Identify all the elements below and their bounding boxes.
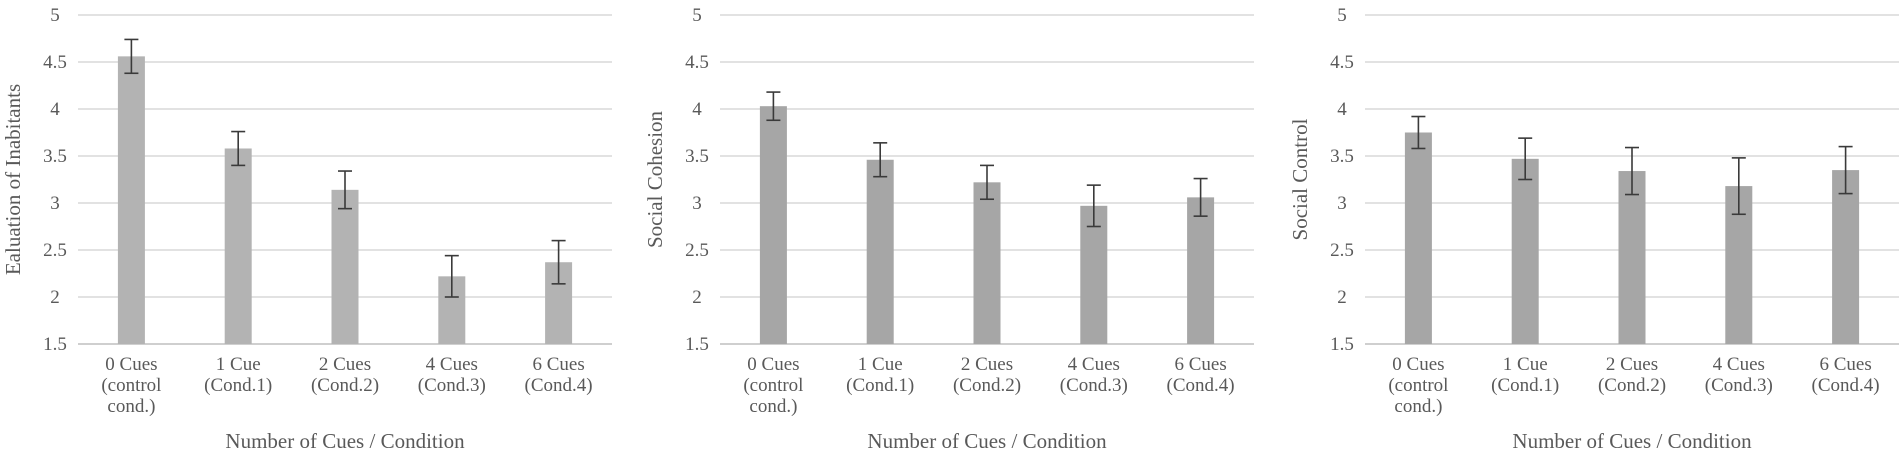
x-tick-label: 4 Cues (Cond.3) <box>1705 354 1773 396</box>
bar <box>1832 170 1860 344</box>
y-tick-label: 5 <box>1337 5 1347 26</box>
x-tick-label: 0 Cues (control cond.) <box>743 354 803 417</box>
x-axis-title: Number of Cues / Condition <box>867 429 1107 453</box>
x-tick-label: 2 Cues (Cond.2) <box>311 354 379 396</box>
error-bar <box>1838 145 1853 195</box>
chart-panel-1: 1.5 2 2.5 3 3.5 4 4.5 5 0 Cues (control cond.) 1 Cu… <box>1 5 612 453</box>
y-tick-label: 4.5 <box>43 52 67 73</box>
y-tick-label: 4 <box>50 99 60 120</box>
y-tick-label: 3.5 <box>1330 146 1354 167</box>
error-bar <box>980 164 994 201</box>
error-bar <box>1625 146 1639 196</box>
bar <box>1511 158 1539 344</box>
x-tick-label: 1 Cue (Cond.1) <box>204 354 272 396</box>
x-axis-title: Number of Cues / Condition <box>225 429 465 453</box>
y-tick-label: 2 <box>1337 287 1347 308</box>
x-tick-label: 2 Cues (Cond.2) <box>1598 354 1666 396</box>
bar <box>759 106 787 345</box>
chart-panel-2: 1.5 2 2.5 3 3.5 4 4.5 5 0 Cues (control cond.) 1 Cu… <box>643 5 1254 453</box>
error-bar <box>766 91 781 122</box>
error-bar <box>1193 177 1208 217</box>
error-bar <box>1518 137 1533 181</box>
x-tick-label: 1 Cue (Cond.1) <box>846 354 914 396</box>
y-tick-label: 3.5 <box>685 146 709 167</box>
y-tick-label: 3 <box>50 193 60 214</box>
error-bar <box>231 130 246 167</box>
y-tick-label: 5 <box>692 5 702 26</box>
error-bar <box>551 239 566 285</box>
y-axis-title: Social Control <box>1288 118 1312 240</box>
y-tick-label: 2 <box>50 287 60 308</box>
x-tick-label: 0 Cues (control cond.) <box>1388 354 1448 417</box>
bar <box>866 159 894 344</box>
error-bar <box>124 38 139 75</box>
bar <box>973 182 1001 344</box>
x-tick-label: 6 Cues (Cond.4) <box>1812 354 1880 396</box>
y-tick-label: 3 <box>1337 193 1347 214</box>
y-tick-label: 3 <box>692 193 702 214</box>
y-tick-label: 2.5 <box>43 240 67 261</box>
bar <box>224 148 252 344</box>
error-bar <box>873 142 888 178</box>
y-tick-label: 1.5 <box>685 334 709 355</box>
error-bar <box>1086 184 1101 228</box>
x-tick-label: 2 Cues (Cond.2) <box>953 354 1021 396</box>
x-tick-label: 1 Cue (Cond.1) <box>1491 354 1559 396</box>
y-tick-label: 4 <box>1337 99 1347 120</box>
error-bar <box>444 254 459 298</box>
error-bar <box>1411 115 1426 150</box>
bar <box>331 189 359 344</box>
y-tick-label: 1.5 <box>1330 334 1354 355</box>
bar <box>1404 132 1432 344</box>
y-tick-label: 2 <box>692 287 702 308</box>
chart-panel-3: 1.5 2 2.5 3 3.5 4 4.5 5 0 Cues (control cond.) 1 Cu… <box>1288 5 1899 453</box>
y-tick-label: 4.5 <box>1330 52 1354 73</box>
y-tick-label: 4 <box>692 99 702 120</box>
x-tick-label: 0 Cues (control cond.) <box>101 354 161 417</box>
bar <box>1187 197 1215 344</box>
x-tick-label: 6 Cues (Cond.4) <box>525 354 593 396</box>
y-tick-label: 1.5 <box>43 334 67 355</box>
y-tick-label: 4.5 <box>685 52 709 73</box>
y-tick-label: 5 <box>50 5 60 26</box>
error-bar <box>1731 157 1746 216</box>
bar <box>117 56 145 345</box>
x-tick-label: 4 Cues (Cond.3) <box>1060 354 1128 396</box>
y-axis-title: Ealuation of Inabitants <box>1 84 25 275</box>
bar <box>1080 205 1108 344</box>
y-tick-label: 3.5 <box>43 146 67 167</box>
y-tick-label: 2.5 <box>685 240 709 261</box>
y-tick-label: 2.5 <box>1330 240 1354 261</box>
error-bar <box>338 170 352 210</box>
x-axis-title: Number of Cues / Condition <box>1512 429 1752 453</box>
x-tick-label: 4 Cues (Cond.3) <box>418 354 486 396</box>
bar <box>1618 171 1646 344</box>
x-tick-label: 6 Cues (Cond.4) <box>1167 354 1235 396</box>
y-axis-title: Social Cohesion <box>643 110 667 248</box>
